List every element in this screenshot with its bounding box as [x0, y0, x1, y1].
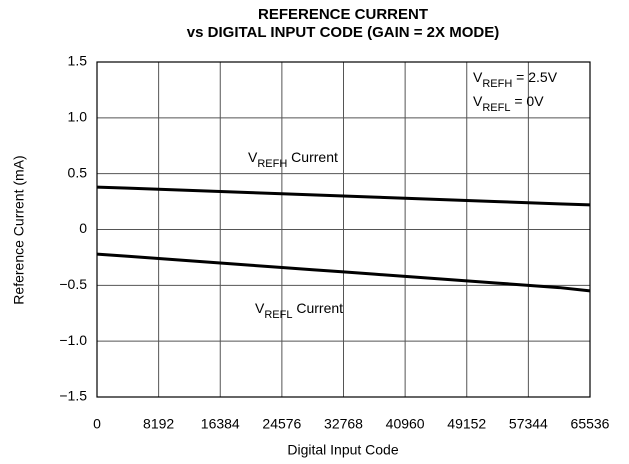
annotation: VREFH = 2.5V	[473, 69, 558, 90]
y-tick-label: 0	[79, 220, 87, 236]
series-label-part: REFL	[264, 309, 292, 321]
x-axis-label: Digital Input Code	[287, 442, 399, 458]
series-label-part: Current	[287, 149, 338, 165]
annotation-part: V	[473, 93, 483, 109]
y-axis-label: Reference Current (mA)	[11, 155, 27, 304]
y-tick-label: −1.5	[59, 388, 87, 404]
series-label-part: Current	[292, 300, 343, 316]
y-tick-label: −0.5	[59, 276, 87, 292]
plot-frame	[96, 61, 591, 398]
series-label: VREFL Current	[255, 300, 343, 321]
x-tick-label: 40960	[386, 416, 425, 432]
series-label: VREFH Current	[248, 149, 338, 170]
x-tick-label: 65536	[571, 416, 610, 432]
annotation-part: = 2.5V	[512, 69, 557, 85]
annotation: VREFL = 0V	[473, 93, 544, 114]
data-line	[96, 185, 591, 207]
annotation-part: = 0V	[510, 93, 544, 109]
series-label-part: REFH	[257, 158, 287, 170]
x-tick-label: 57344	[509, 416, 548, 432]
chart-title: vs DIGITAL INPUT CODE (GAIN = 2X MODE)	[187, 24, 499, 41]
annotation-part: REFH	[482, 78, 512, 90]
x-tick-label: 24576	[262, 416, 301, 432]
x-tick-label: 49152	[447, 416, 486, 432]
y-tick-label: 1.5	[68, 53, 88, 69]
series-label-part: V	[248, 149, 258, 165]
data-line	[96, 252, 591, 293]
y-tick-label: 1.0	[68, 109, 88, 125]
annotation-part: V	[473, 69, 483, 85]
x-tick-label: 0	[93, 416, 101, 432]
y-tick-label: 0.5	[68, 164, 88, 180]
x-tick-label: 32768	[324, 416, 363, 432]
chart-title: REFERENCE CURRENT	[258, 6, 428, 23]
x-tick-label: 16384	[201, 416, 240, 432]
y-tick-label: −1.0	[59, 332, 87, 348]
x-tick-label: 8192	[143, 416, 174, 432]
series-label-part: V	[255, 300, 265, 316]
annotation-part: REFL	[482, 102, 510, 114]
